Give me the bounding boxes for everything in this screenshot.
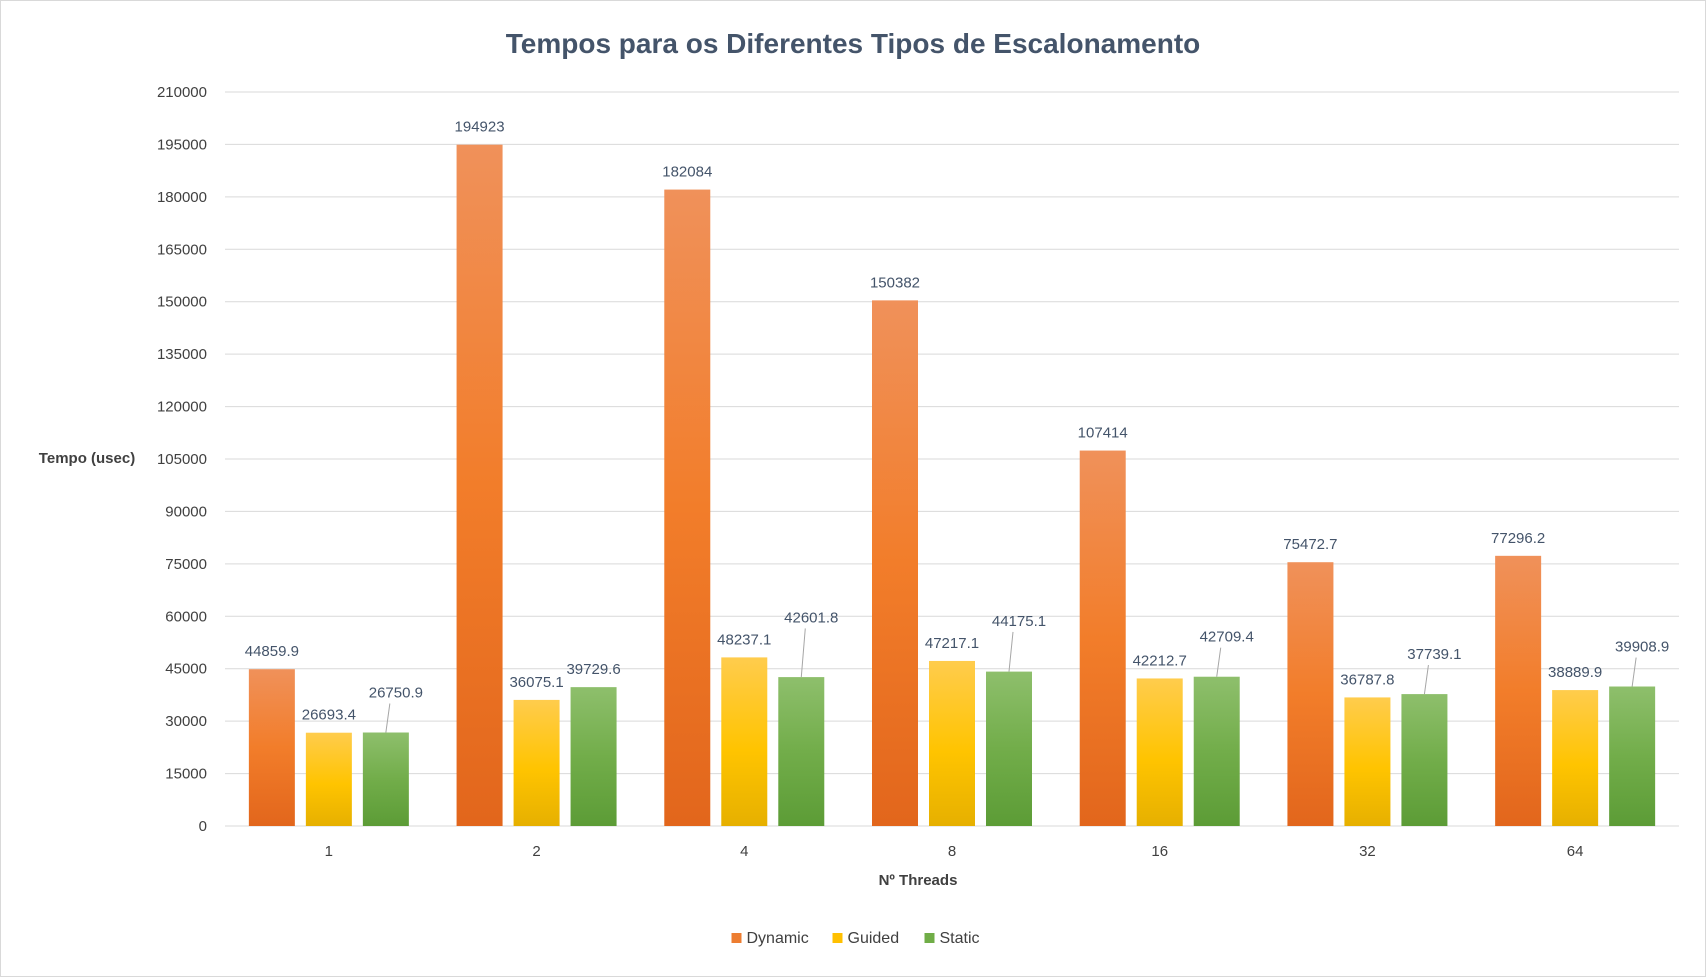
x-tick-label: 4 — [740, 843, 748, 860]
bar-dynamic-32 — [1287, 562, 1334, 826]
leader-line — [1631, 657, 1637, 687]
y-tick-label: 0 — [199, 818, 207, 835]
bar-guided-32 — [1344, 697, 1391, 826]
leader-line — [385, 703, 391, 733]
bar-static-64 — [1609, 686, 1656, 826]
data-label-static: 44175.1 — [992, 613, 1046, 630]
y-axis-ticks: 0 15000 30000 45000 60000 75000 90000 105000 120… — [157, 84, 207, 835]
x-tick-label: 1 — [325, 843, 333, 860]
y-tick-label: 75000 — [165, 556, 207, 573]
data-label-guided: 26693.4 — [302, 707, 356, 724]
x-tick-label: 8 — [948, 843, 956, 860]
bar-guided-64 — [1552, 690, 1599, 826]
legend-swatch-dynamic — [731, 933, 742, 943]
bar-static-8 — [986, 671, 1032, 826]
bar-dynamic-4 — [664, 189, 711, 826]
data-label-guided: 36787.8 — [1340, 671, 1394, 688]
bar-dynamic-1 — [248, 669, 295, 826]
data-label-static: 37739.1 — [1407, 646, 1461, 663]
data-label-dynamic: 182084 — [662, 164, 712, 181]
y-tick-label: 30000 — [165, 713, 207, 730]
data-label-guided: 48237.1 — [717, 631, 771, 648]
bar-guided-16 — [1136, 678, 1183, 826]
leader-line — [1008, 631, 1014, 672]
bars — [248, 144, 1656, 827]
data-label-guided: 38889.9 — [1548, 664, 1602, 681]
data-label-guided: 36075.1 — [509, 674, 563, 691]
x-tick-label: 32 — [1359, 843, 1376, 860]
legend-label-dynamic: Dynamic — [747, 930, 809, 947]
bar-dynamic-2 — [456, 144, 503, 827]
data-label-static: 39908.9 — [1615, 639, 1669, 656]
leader-lines — [385, 628, 1637, 733]
y-tick-label: 120000 — [157, 399, 207, 416]
data-label-dynamic: 77296.2 — [1491, 530, 1545, 547]
data-label-dynamic: 107414 — [1078, 425, 1128, 442]
bar-static-4 — [778, 677, 825, 826]
data-label-static: 42709.4 — [1200, 629, 1254, 646]
data-label-dynamic: 194923 — [455, 119, 505, 136]
y-tick-label: 210000 — [157, 84, 207, 101]
legend-swatch-guided — [832, 933, 843, 943]
y-tick-label: 165000 — [157, 241, 207, 258]
chart-title: Tempos para os Diferentes Tipos de Escal… — [506, 28, 1201, 59]
data-label-static: 42601.8 — [784, 609, 838, 626]
bar-dynamic-8 — [872, 300, 918, 826]
data-label-guided: 47217.1 — [925, 635, 979, 652]
data-label-dynamic: 44859.9 — [245, 643, 299, 660]
leader-line — [1216, 647, 1222, 677]
y-tick-label: 60000 — [165, 608, 207, 625]
bar-guided-4 — [721, 657, 768, 826]
y-tick-label: 105000 — [157, 451, 207, 468]
bar-guided-1 — [305, 732, 352, 826]
data-labels: 44859.9 194923 182084 150382 107414 75472.7 77… — [245, 119, 1670, 724]
x-tick-label: 2 — [532, 843, 540, 860]
y-axis-title: Tempo (usec) — [39, 450, 135, 467]
y-tick-label: 90000 — [165, 503, 207, 520]
data-label-static: 39729.6 — [566, 661, 620, 678]
bar-guided-2 — [513, 699, 560, 826]
data-label-dynamic: 75472.7 — [1283, 536, 1337, 553]
data-label-guided: 42212.7 — [1133, 652, 1187, 669]
y-tick-label: 195000 — [157, 136, 207, 153]
bar-static-16 — [1193, 676, 1240, 826]
bar-dynamic-64 — [1495, 555, 1542, 826]
leader-line — [800, 628, 806, 678]
x-tick-label: 16 — [1151, 843, 1168, 860]
leader-line — [1423, 665, 1429, 695]
data-label-static: 26750.9 — [369, 684, 423, 701]
legend-swatch-static — [924, 933, 935, 943]
data-label-dynamic: 150382 — [870, 274, 920, 291]
y-tick-label: 180000 — [157, 189, 207, 206]
legend: Dynamic Guided Static — [731, 930, 980, 947]
y-tick-label: 150000 — [157, 294, 207, 311]
bar-static-2 — [570, 687, 617, 826]
x-axis-title: Nº Threads — [879, 872, 958, 889]
y-tick-label: 135000 — [157, 346, 207, 363]
y-tick-label: 45000 — [165, 661, 207, 678]
bar-guided-8 — [929, 660, 975, 826]
x-axis-ticks: 1 2 4 8 16 32 64 — [325, 843, 1584, 860]
bar-static-32 — [1401, 694, 1448, 826]
x-tick-label: 64 — [1567, 843, 1584, 860]
legend-label-static: Static — [940, 930, 980, 947]
legend-label-guided: Guided — [848, 930, 900, 947]
bar-dynamic-16 — [1079, 450, 1126, 826]
y-tick-label: 15000 — [165, 766, 207, 783]
bar-static-1 — [362, 732, 409, 826]
